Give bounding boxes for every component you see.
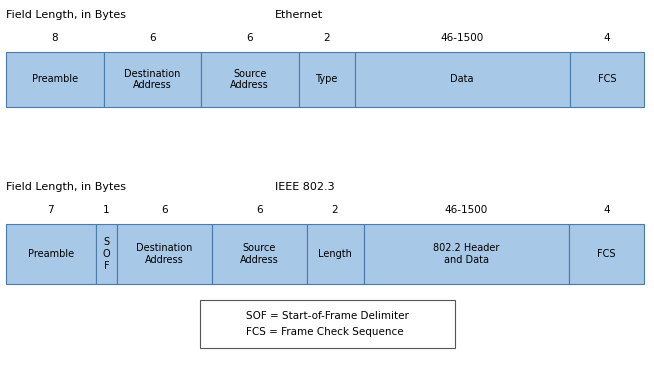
Text: FCS: FCS	[598, 75, 616, 85]
Text: Ethernet: Ethernet	[275, 10, 323, 20]
Text: 8: 8	[52, 33, 58, 43]
Text: S
O
F: S O F	[103, 238, 111, 270]
Text: Type: Type	[315, 75, 338, 85]
Text: Field Length, in Bytes: Field Length, in Bytes	[6, 10, 126, 20]
Text: 1: 1	[103, 205, 110, 215]
Text: SOF = Start-of-Frame Delimiter
FCS = Frame Check Sequence: SOF = Start-of-Frame Delimiter FCS = Fra…	[246, 311, 409, 337]
Text: Destination
Address: Destination Address	[137, 243, 193, 265]
Text: 7: 7	[48, 205, 54, 215]
Bar	[6, 224, 95, 284]
Text: 4: 4	[603, 205, 610, 215]
Bar	[201, 52, 299, 107]
Text: 802.2 Header
and Data: 802.2 Header and Data	[433, 243, 499, 265]
Bar	[200, 300, 455, 348]
Bar	[307, 224, 364, 284]
Bar	[299, 52, 354, 107]
Bar	[568, 224, 644, 284]
Text: 2: 2	[323, 33, 330, 43]
Text: Data: Data	[451, 75, 474, 85]
Text: Preamble: Preamble	[31, 75, 78, 85]
Bar	[117, 224, 212, 284]
Text: 6: 6	[149, 33, 156, 43]
Text: Source
Address: Source Address	[240, 243, 279, 265]
Bar	[95, 224, 117, 284]
Text: Source
Address: Source Address	[230, 69, 269, 90]
Bar	[6, 52, 103, 107]
Text: Field Length, in Bytes: Field Length, in Bytes	[6, 182, 126, 192]
Text: 46-1500: 46-1500	[445, 205, 488, 215]
Text: 46-1500: 46-1500	[441, 33, 484, 43]
Bar	[212, 224, 307, 284]
Bar	[103, 52, 201, 107]
Bar	[570, 52, 644, 107]
Text: Destination
Address: Destination Address	[124, 69, 181, 90]
Text: 2: 2	[332, 205, 338, 215]
Text: FCS: FCS	[597, 249, 615, 259]
Text: Length: Length	[318, 249, 352, 259]
Bar	[354, 52, 570, 107]
Text: 6: 6	[162, 205, 168, 215]
Text: IEEE 802.3: IEEE 802.3	[275, 182, 334, 192]
Text: 6: 6	[256, 205, 263, 215]
Bar	[364, 224, 568, 284]
Text: 6: 6	[247, 33, 253, 43]
Text: 4: 4	[604, 33, 610, 43]
Text: Preamble: Preamble	[27, 249, 74, 259]
